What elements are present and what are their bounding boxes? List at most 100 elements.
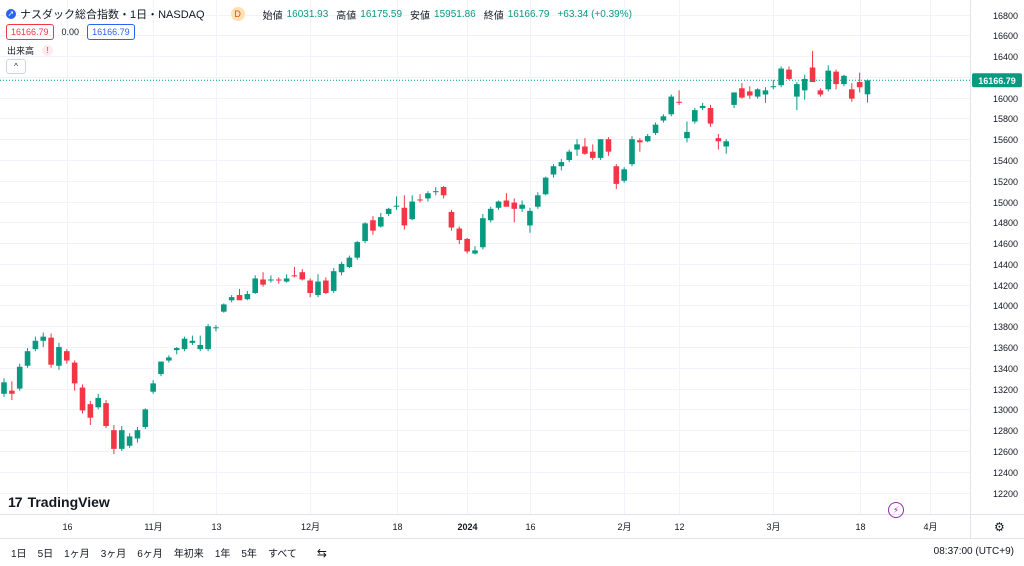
- timeframe-1y[interactable]: 1年: [214, 549, 231, 560]
- candle-body: [637, 140, 643, 143]
- candle-body: [291, 275, 298, 277]
- candle-body: [252, 278, 258, 293]
- clock[interactable]: 08:37:00 (UTC+9): [933, 546, 1014, 557]
- timeframe-3m[interactable]: 3ヶ月: [100, 549, 127, 560]
- candle-body: [574, 144, 580, 150]
- gear-icon[interactable]: ⚙: [994, 520, 1005, 534]
- candle-body: [346, 257, 353, 268]
- x-tick-label: 2月: [617, 522, 631, 532]
- candle-body: [605, 139, 612, 152]
- y-tick-label: 13200: [993, 385, 1018, 395]
- candle-body: [440, 186, 447, 196]
- candle-body: [393, 205, 400, 207]
- low-label: 安値: [410, 10, 431, 22]
- candle-body: [566, 151, 572, 160]
- x-tick-label: 16: [62, 522, 72, 532]
- candle-body: [778, 68, 784, 86]
- axes: 12200 12400 12600 12800 13000 13200 13400 13600…: [0, 0, 1024, 538]
- date-range-icon[interactable]: ⇆: [316, 545, 327, 560]
- candle-body: [464, 238, 470, 252]
- y-tick-label: 14400: [993, 260, 1018, 270]
- buy-button[interactable]: 16166.79: [87, 24, 135, 40]
- candle-body: [597, 139, 604, 158]
- timeframe-6m[interactable]: 6ヶ月: [137, 549, 163, 560]
- tradingview-wordmark: TradingView: [27, 494, 110, 510]
- candle-body: [142, 409, 149, 428]
- timeframe-1d[interactable]: 1日: [11, 549, 27, 560]
- candle-body: [535, 195, 541, 207]
- candle-body: [48, 337, 54, 365]
- warning-icon[interactable]: !: [42, 45, 54, 56]
- candle-body: [519, 204, 525, 209]
- candle-body: [95, 397, 101, 408]
- candle-body: [472, 250, 478, 254]
- candle-body: [762, 90, 769, 95]
- y-tick-label: 12600: [993, 447, 1018, 457]
- candle-body: [40, 336, 47, 341]
- open-label: 始値: [262, 10, 283, 22]
- tradingview-mark-icon: 17: [8, 494, 23, 510]
- y-tick-label: 15200: [993, 177, 1018, 187]
- arrow-icon[interactable]: ➚: [6, 9, 16, 19]
- candle-body: [173, 348, 180, 351]
- y-tick-label: 15600: [993, 135, 1018, 145]
- x-tick-label: 12月: [301, 522, 320, 532]
- data-status-badge[interactable]: D: [230, 7, 245, 21]
- candle-body: [1, 382, 7, 394]
- candle-body: [676, 101, 682, 103]
- candle-body: [299, 272, 306, 280]
- candle-body: [221, 304, 227, 312]
- timeframe-5y[interactable]: 5年: [241, 549, 257, 560]
- candle-body: [111, 430, 117, 449]
- timeframe-1m[interactable]: 1ヶ月: [64, 549, 90, 560]
- x-tick-label: 11月: [144, 522, 162, 532]
- high-label: 高値: [336, 10, 357, 22]
- candle-body: [166, 357, 172, 361]
- candle-body: [550, 166, 557, 175]
- symbol-legend: ➚ ナスダック総合指数・1日・NASDAQ D 始値 16031.93 高値 161…: [6, 6, 632, 22]
- candle-body: [118, 430, 125, 449]
- candle-body: [794, 84, 800, 97]
- change-value: +63.34 (+0.39%): [557, 8, 632, 20]
- y-tick-label: 13800: [993, 322, 1018, 332]
- candle-body: [754, 89, 761, 97]
- y-tick-label: 15800: [993, 114, 1018, 124]
- sell-button[interactable]: 16166.79: [6, 24, 54, 40]
- candle-body: [652, 124, 659, 133]
- timeframe-ytd[interactable]: 年初来: [173, 549, 204, 560]
- candle-body: [283, 278, 290, 282]
- timeframe-all[interactable]: すべて: [267, 549, 297, 560]
- candle-body: [134, 430, 141, 439]
- lightning-icon[interactable]: ⚡: [888, 502, 904, 518]
- candle-body: [315, 281, 321, 296]
- candle-body: [330, 271, 337, 291]
- candle-body: [692, 110, 698, 122]
- candle-body: [103, 403, 109, 426]
- tradingview-logo[interactable]: 17 TradingView: [8, 494, 110, 510]
- symbol-title[interactable]: ナスダック総合指数・1日・NASDAQ: [20, 9, 205, 21]
- candle-body: [79, 387, 86, 411]
- close-value: 16166.79: [507, 8, 550, 20]
- candle-body: [856, 82, 863, 88]
- candle-body: [589, 151, 596, 158]
- spread-value: 0.00: [61, 27, 80, 37]
- x-tick-label: 18: [855, 522, 865, 532]
- candle-body: [644, 136, 651, 142]
- timeframe-5d[interactable]: 5日: [37, 549, 54, 560]
- grid-lines: [0, 0, 970, 514]
- candle-body: [487, 208, 494, 221]
- candle-body: [228, 297, 235, 301]
- candle-body: [629, 139, 635, 165]
- candle-body: [64, 351, 70, 361]
- candle-body: [786, 69, 792, 79]
- candle-body: [715, 138, 722, 142]
- y-tick-label: 13000: [993, 405, 1018, 415]
- volume-label[interactable]: 出来高: [7, 46, 35, 56]
- candle-body: [409, 201, 415, 220]
- collapse-legend-button[interactable]: ^: [6, 59, 26, 74]
- candle-body: [236, 295, 243, 301]
- candle-body: [503, 200, 510, 207]
- candle-body: [16, 366, 23, 389]
- candle-body: [401, 207, 408, 226]
